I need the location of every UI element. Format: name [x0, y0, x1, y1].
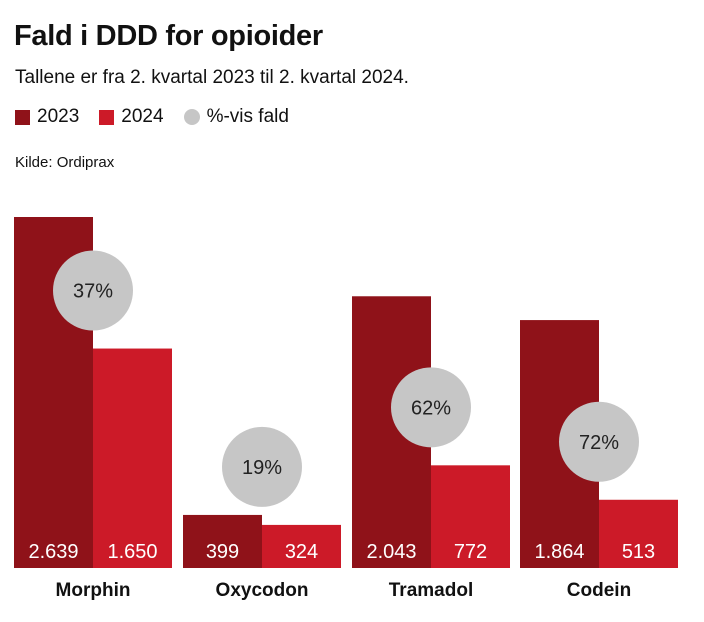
chart-subtitle: Tallene er fra 2. kvartal 2023 til 2. kv…: [15, 67, 409, 88]
legend: 2023 2024 %-vis fald: [15, 106, 309, 128]
pct-circle-tramadol: [391, 367, 471, 448]
bar-value-2024-morphin: 1.650: [107, 541, 157, 563]
bar-2024-morphin: [93, 348, 172, 568]
legend-item-2024: 2024: [99, 106, 164, 128]
category-label-morphin: Morphin: [56, 580, 131, 601]
legend-item-pct: %-vis fald: [183, 106, 289, 128]
category-label-oxycodon: Oxycodon: [216, 580, 309, 601]
bar-2024-tramadol: [431, 465, 510, 568]
chart-title: Fald i DDD for opioider: [14, 20, 323, 52]
legend-label-pct: %-vis fald: [206, 106, 289, 127]
bar-value-2023-tramadol: 2.043: [366, 541, 416, 563]
legend-swatch-2024: [99, 109, 115, 125]
legend-swatch-2023: [15, 109, 30, 125]
bar-value-2024-codein: 513: [622, 541, 655, 563]
bar-value-2023-oxycodon: 399: [206, 541, 239, 563]
category-label-codein: Codein: [567, 580, 631, 601]
bar-2024-codein: [599, 499, 678, 568]
legend-label-2024: 2024: [121, 106, 164, 127]
pct-circle-oxycodon: [222, 426, 302, 507]
pct-label-oxycodon: 19%: [242, 457, 282, 479]
bar-2023-oxycodon: [183, 514, 262, 568]
pct-circle-codein: [559, 401, 639, 482]
pct-circle-morphin: [53, 250, 133, 331]
pct-label-codein: 72%: [579, 432, 619, 454]
legend-swatch-pct: [183, 109, 200, 125]
source-note: Kilde: Ordiprax: [15, 154, 115, 171]
bar-value-2023-morphin: 2.639: [28, 541, 78, 563]
bar-value-2024-oxycodon: 324: [285, 541, 318, 563]
category-label-tramadol: Tramadol: [389, 580, 473, 601]
pct-label-morphin: 37%: [73, 281, 113, 303]
bar-2024-oxycodon: [262, 524, 341, 568]
legend-label-2023: 2023: [37, 106, 80, 127]
bar-value-2024-tramadol: 772: [454, 541, 487, 563]
legend-item-2023: 2023: [15, 106, 79, 128]
bar-value-2023-codein: 1.864: [534, 541, 584, 563]
pct-label-tramadol: 62%: [411, 397, 451, 419]
